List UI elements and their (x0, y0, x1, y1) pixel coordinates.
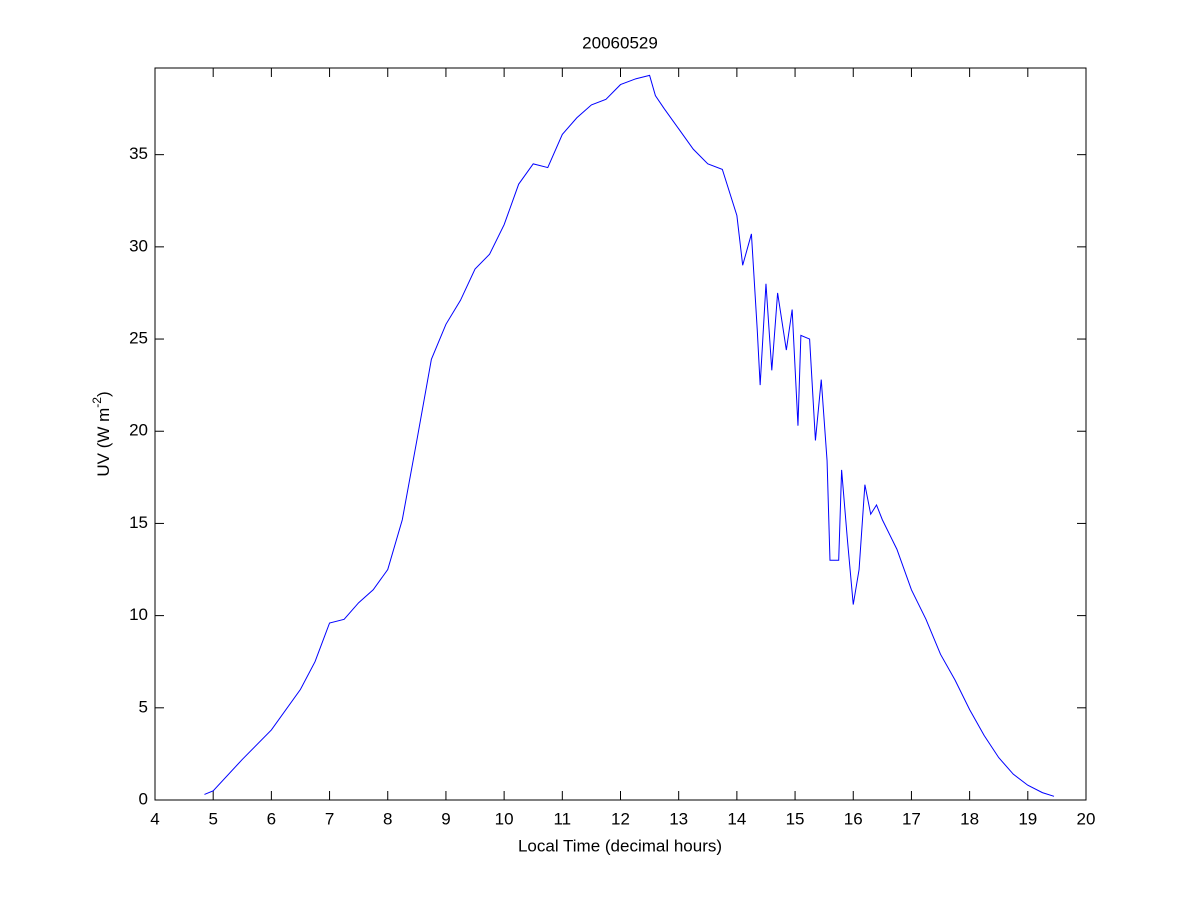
data-line (204, 74, 1055, 797)
x-tick-label: 4 (150, 809, 159, 828)
y-tick-label: 15 (129, 513, 148, 532)
y-tick-label: 35 (129, 144, 148, 163)
x-tick-label: 12 (611, 809, 630, 828)
x-tick-label: 16 (844, 809, 863, 828)
x-tick-label: 5 (208, 809, 217, 828)
x-tick-label: 15 (786, 809, 805, 828)
y-tick-label: 20 (129, 421, 148, 440)
x-tick-label: 7 (325, 809, 334, 828)
x-tick-label: 9 (441, 809, 450, 828)
y-axis-label: UV (W m-2) (90, 391, 113, 476)
x-tick-label: 19 (1018, 809, 1037, 828)
y-tick-label: 30 (129, 236, 148, 255)
x-tick-label: 11 (553, 809, 571, 828)
y-axis-label-text: UV (W m (94, 408, 113, 477)
x-tick-label: 18 (960, 809, 979, 828)
y-tick-label: 10 (129, 605, 148, 624)
x-tick-label: 13 (669, 809, 688, 828)
y-tick-label: 25 (129, 329, 148, 348)
x-axis-label: Local Time (decimal hours) (518, 836, 722, 855)
x-tick-label: 10 (495, 809, 514, 828)
x-tick-label: 20 (1077, 809, 1096, 828)
x-tick-label: 14 (727, 809, 746, 828)
plot-frame (154, 67, 1087, 801)
y-tick-label: 5 (139, 697, 148, 716)
chart-title: 20060529 (582, 33, 658, 52)
x-tick-label: 8 (383, 809, 392, 828)
x-tick-label: 6 (267, 809, 276, 828)
y-axis-label-end: ) (94, 391, 113, 397)
x-tick-label: 17 (902, 809, 921, 828)
y-tick-label: 0 (139, 789, 148, 808)
y-axis-label-sup: -2 (90, 397, 104, 408)
